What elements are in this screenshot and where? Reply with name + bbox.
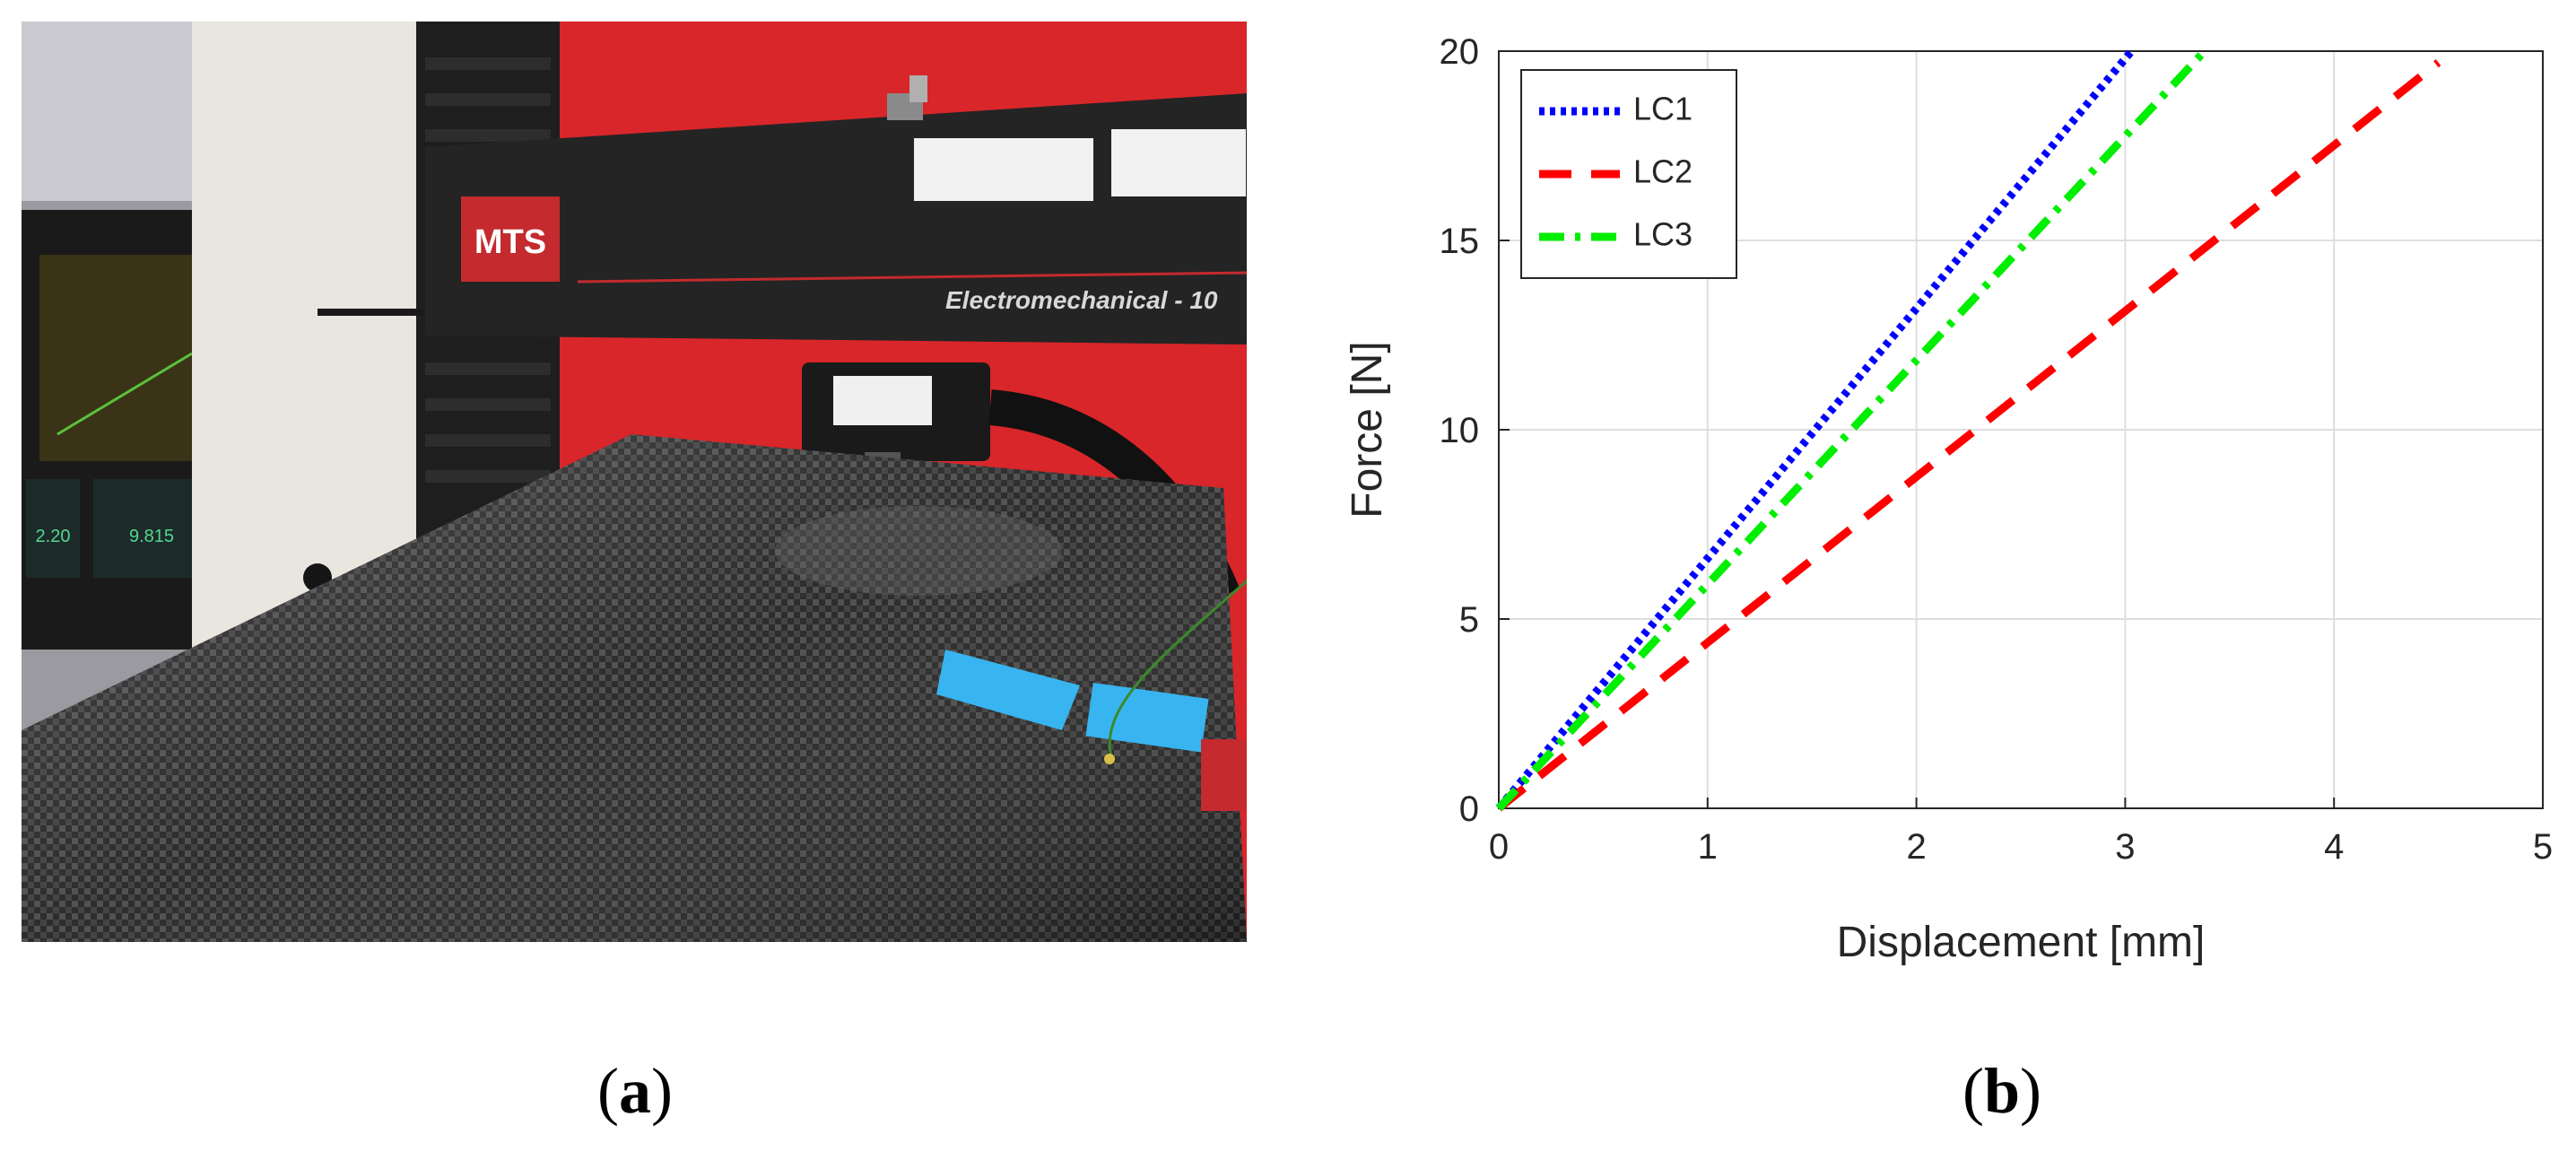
x-tick-label: 0 (1489, 827, 1509, 867)
series-line-lc2 (1496, 59, 2441, 812)
caption-b-letter: b (1983, 1055, 2021, 1127)
mts-logo (461, 196, 560, 282)
x-axis-label: Displacement [mm] (1837, 919, 2206, 966)
legend-label-lc1: LC1 (1633, 91, 1693, 127)
blue-tape (936, 650, 1080, 730)
caption-a: (a) (597, 1055, 673, 1127)
caption-a-letter: a (619, 1055, 651, 1127)
y-tick-label: 0 (1459, 789, 1479, 829)
y-tick-label: 10 (1440, 411, 1480, 450)
x-tick-label: 2 (1906, 827, 1926, 867)
y-tick-label: 15 (1440, 222, 1480, 261)
monitor-readout-2: 9.815 (129, 527, 174, 546)
mts-logo-text: MTS (474, 223, 546, 261)
series-line-lc1 (1495, 48, 2135, 811)
y-tick-label: 5 (1459, 600, 1479, 640)
legend-label-lc2: LC2 (1633, 153, 1693, 190)
y-tick-label: 20 (1440, 32, 1480, 72)
test-setup-photo: 2.20 9.815 MTS Electromechanical - 10 (22, 22, 1247, 942)
caption-b: (b) (1962, 1055, 2041, 1127)
x-tick-label: 1 (1698, 827, 1718, 867)
x-tick-label: 3 (2115, 827, 2135, 867)
monitor-readout-1: 2.20 (36, 527, 71, 546)
force-displacement-chart: 0 1 2 3 4 5 0 5 10 15 20 Displacement [mm] Force [… (1344, 32, 2553, 966)
series-line-lc3 (1495, 48, 2208, 812)
legend-label-lc3: LC3 (1633, 216, 1693, 253)
x-tick-label: 5 (2533, 827, 2553, 867)
model-text: Electromechanical - 10 (945, 286, 1218, 314)
serial-label-1 (914, 138, 1093, 201)
legend: LC1 LC2 LC3 (1520, 69, 1737, 279)
y-axis-label: Force [N] (1344, 341, 1391, 518)
x-tick-label: 4 (2324, 827, 2344, 867)
serial-label-2 (1111, 129, 1246, 196)
